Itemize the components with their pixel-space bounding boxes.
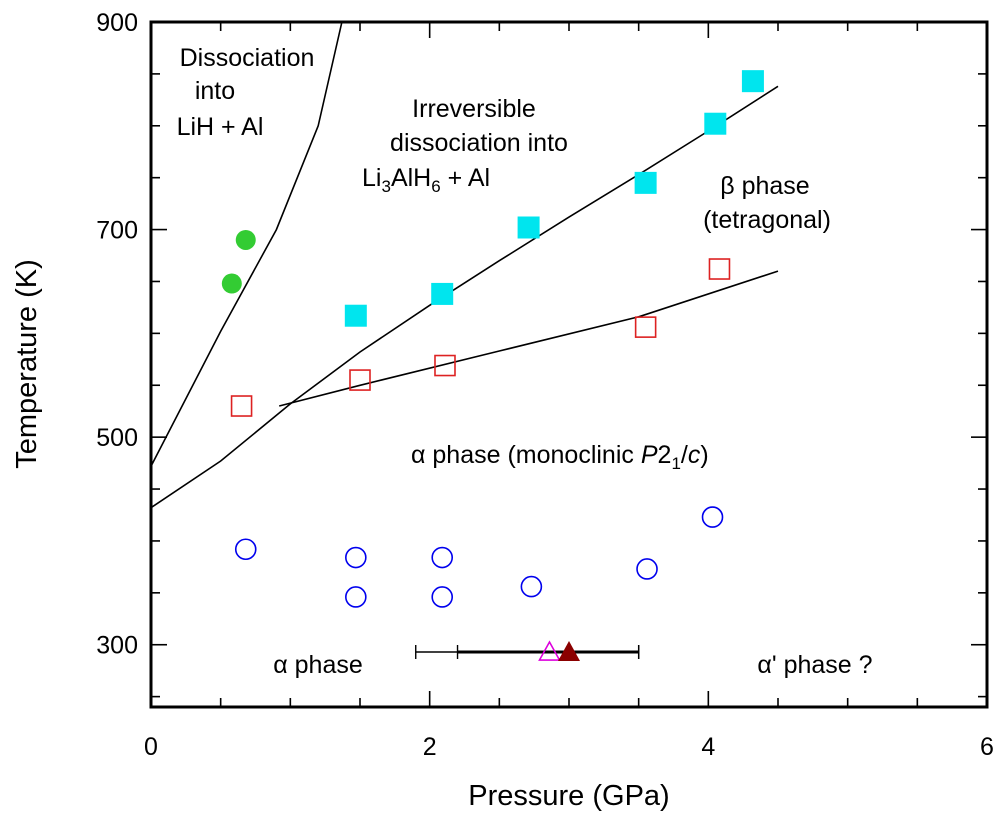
- blue-open-circle-point: [345, 546, 367, 569]
- annotation-irreversible-1: Irreversible: [412, 95, 536, 123]
- y-tick-label: 700: [96, 217, 138, 245]
- annotation-beta-1: β phase: [720, 172, 809, 200]
- x-tick-labels: 0 2 4 6: [144, 733, 994, 761]
- green-filled-circle-point: [221, 273, 242, 294]
- blue-open-circle-point: [520, 575, 543, 598]
- blue-open-circle-point: [431, 546, 454, 569]
- cyan-filled-square-point: [741, 70, 764, 93]
- red-open-square-point: [634, 316, 657, 338]
- y-tick-label: 300: [96, 632, 138, 660]
- x-tick-label: 2: [423, 733, 437, 761]
- x-tick-label: 6: [980, 733, 994, 761]
- red-open-square-point: [434, 354, 456, 377]
- boundary-line-irreversible-dissociation: [150, 85, 779, 509]
- magenta-open-triangle-point: [538, 640, 561, 661]
- cyan-filled-square-point: [704, 112, 727, 135]
- phase-boundary-lines: [150, 21, 779, 509]
- blue-open-circle-point: [234, 538, 257, 561]
- annotation-alpha-phase: α phase: [273, 651, 363, 679]
- boundary-line-alpha-beta-boundary: [279, 270, 779, 407]
- red-open-square-point: [349, 369, 371, 391]
- x-tick-label: 0: [144, 733, 158, 761]
- cyan-filled-square-point: [344, 304, 367, 327]
- data-points: [221, 70, 764, 662]
- error-bars: [415, 644, 640, 659]
- blue-open-circle-point: [345, 586, 367, 608]
- y-tick-label: 500: [96, 424, 138, 452]
- annotation-dissociation-2: into: [195, 77, 235, 105]
- annotation-dissociation-1: Dissociation: [180, 44, 315, 72]
- cyan-filled-square-point: [431, 282, 454, 305]
- dark-red-filled-triangle-point: [558, 641, 580, 662]
- x-axis-title: Pressure (GPa): [468, 780, 669, 812]
- axis-ticks: [151, 22, 987, 707]
- blue-open-circle-point: [701, 506, 724, 528]
- x-tick-label: 4: [701, 733, 715, 761]
- annotation-beta-2: (tetragonal): [703, 206, 831, 234]
- blue-open-circle-point: [431, 586, 454, 608]
- red-open-square-point: [230, 395, 253, 417]
- cyan-filled-square-point: [517, 216, 540, 239]
- y-tick-labels: 300 500 700 900: [96, 9, 138, 660]
- annotation-alpha-prime-phase: α' phase ?: [757, 651, 872, 679]
- green-filled-circle-point: [235, 229, 256, 250]
- boundary-line-dissociation-into-LiH: [150, 21, 343, 467]
- y-tick-label: 900: [96, 9, 138, 37]
- annotation-alpha-monoclinic: α phase (monoclinic P21/c): [411, 441, 709, 473]
- red-open-square-point: [708, 258, 731, 280]
- annotation-irreversible-2: dissociation into: [390, 129, 568, 157]
- annotation-irreversible-3: Li3AlH6 + Al: [362, 164, 490, 196]
- plot-frame: [149, 20, 989, 709]
- annotation-dissociation-3: LiH + Al: [177, 113, 264, 141]
- blue-open-circle-point: [636, 558, 658, 580]
- cyan-filled-square-point: [634, 171, 657, 194]
- y-axis-title: Temperature (K): [11, 259, 43, 469]
